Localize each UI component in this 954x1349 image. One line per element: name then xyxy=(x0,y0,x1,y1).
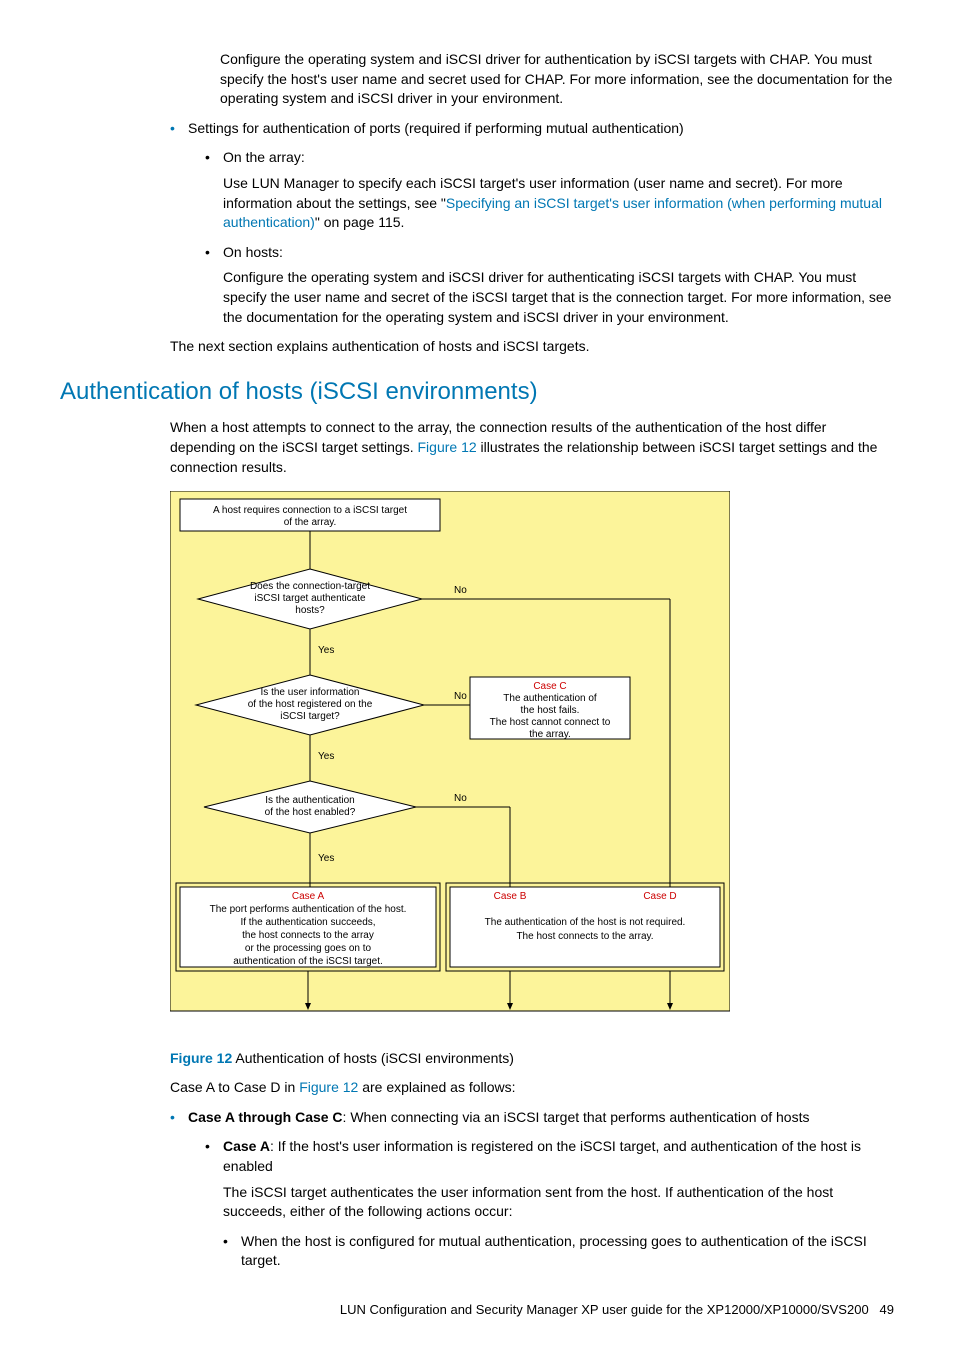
bullet-text: Settings for authentication of ports (re… xyxy=(188,119,894,139)
paragraph-case-a-detail: The iSCSI target authenticates the user … xyxy=(223,1183,894,1222)
svg-text:A host requires connection to: A host requires connection to a iSCSI ta… xyxy=(213,505,407,516)
svg-text:authentication of the iSCSI ta: authentication of the iSCSI target. xyxy=(233,956,383,967)
bullet-case-a-c: • Case A through Case C: When connecting… xyxy=(170,1108,894,1128)
svg-text:the host connects to the array: the host connects to the array xyxy=(242,930,374,941)
sub-bullet-on-array: • On the array: xyxy=(205,148,894,168)
bullet-icon: • xyxy=(170,119,188,139)
svg-text:the host fails.: the host fails. xyxy=(521,705,580,716)
svg-text:Does the connection-target: Does the connection-target xyxy=(250,581,370,592)
svg-text:of the host enabled?: of the host enabled? xyxy=(265,807,356,818)
svg-text:or the processing goes on to: or the processing goes on to xyxy=(245,943,372,954)
section-heading: Authentication of hosts (iSCSI environme… xyxy=(60,375,894,409)
svg-text:of the array.: of the array. xyxy=(284,517,337,528)
subsub-bullet-mutual: • When the host is configured for mutual… xyxy=(223,1232,894,1271)
text-bold: Case A xyxy=(223,1138,270,1154)
svg-text:Yes: Yes xyxy=(318,853,334,864)
sub-bullet-on-hosts: • On hosts: xyxy=(205,243,894,263)
paragraph-intro: When a host attempts to connect to the a… xyxy=(170,418,894,477)
text: When the host is configured for mutual a… xyxy=(241,1232,894,1271)
link-figure-12[interactable]: Figure 12 xyxy=(418,439,477,455)
svg-text:Case D: Case D xyxy=(643,891,676,902)
text-bold: Case A through Case C xyxy=(188,1109,343,1125)
text: are explained as follows: xyxy=(358,1079,515,1095)
figure-caption: Figure 12 Authentication of hosts (iSCSI… xyxy=(170,1049,894,1069)
svg-text:The port performs authenticati: The port performs authentication of the … xyxy=(210,904,407,915)
sub-bullet-case-a: • Case A: If the host's user information… xyxy=(205,1137,894,1176)
svg-text:Case C: Case C xyxy=(533,681,566,692)
footer-page: 49 xyxy=(880,1302,894,1317)
link-figure-12-b[interactable]: Figure 12 xyxy=(299,1079,358,1095)
paragraph-next-section: The next section explains authentication… xyxy=(170,337,894,357)
bullet-text: On hosts: xyxy=(223,243,894,263)
bullet-icon: • xyxy=(205,148,223,168)
svg-text:The host connects to the array: The host connects to the array. xyxy=(516,931,653,942)
figure-label: Figure 12 xyxy=(170,1050,232,1066)
text: The next section explains authentication… xyxy=(170,338,589,354)
bullet-icon: • xyxy=(205,243,223,263)
svg-text:Case A: Case A xyxy=(292,891,325,902)
footer-text: LUN Configuration and Security Manager X… xyxy=(340,1302,869,1317)
page-footer: LUN Configuration and Security Manager X… xyxy=(60,1301,894,1319)
bullet-settings-ports: • Settings for authentication of ports (… xyxy=(170,119,894,139)
svg-text:No: No xyxy=(454,691,467,702)
svg-text:No: No xyxy=(454,793,467,804)
bullet-icon: • xyxy=(223,1232,241,1271)
svg-text:Is the user information: Is the user information xyxy=(261,687,360,698)
text: The iSCSI target authenticates the user … xyxy=(223,1184,833,1220)
text: : If the host's user information is regi… xyxy=(223,1138,861,1174)
svg-text:Is the authentication: Is the authentication xyxy=(265,795,355,806)
svg-text:Yes: Yes xyxy=(318,751,334,762)
text: : When connecting via an iSCSI target th… xyxy=(343,1109,810,1125)
text: " on page 115. xyxy=(315,214,405,230)
svg-text:iSCSI target authenticate: iSCSI target authenticate xyxy=(254,593,366,604)
svg-text:The authentication of: The authentication of xyxy=(503,693,597,704)
svg-text:the array.: the array. xyxy=(529,729,571,740)
paragraph-on-hosts-detail: Configure the operating system and iSCSI… xyxy=(223,268,894,327)
svg-text:Case B: Case B xyxy=(494,891,527,902)
paragraph-on-array-detail: Use LUN Manager to specify each iSCSI ta… xyxy=(223,174,894,233)
svg-text:iSCSI target?: iSCSI target? xyxy=(280,711,340,722)
svg-text:If the authentication succeeds: If the authentication succeeds, xyxy=(240,917,375,928)
svg-text:No: No xyxy=(454,585,467,596)
paragraph-cases-intro: Case A to Case D in Figure 12 are explai… xyxy=(170,1078,894,1098)
bullet-text: On the array: xyxy=(223,148,894,168)
svg-text:The authentication of the host: The authentication of the host is not re… xyxy=(485,917,686,928)
paragraph-config-os: Configure the operating system and iSCSI… xyxy=(220,50,894,109)
text: Configure the operating system and iSCSI… xyxy=(223,269,891,324)
bullet-icon: • xyxy=(205,1137,223,1176)
flowchart-svg: A host requires connection to a iSCSI ta… xyxy=(170,491,730,1033)
svg-text:Yes: Yes xyxy=(318,645,334,656)
figure-title: Authentication of hosts (iSCSI environme… xyxy=(232,1050,514,1066)
text: Case A to Case D in xyxy=(170,1079,299,1095)
bullet-icon: • xyxy=(170,1108,188,1128)
flowchart-figure: A host requires connection to a iSCSI ta… xyxy=(170,491,894,1039)
svg-text:hosts?: hosts? xyxy=(295,605,325,616)
svg-text:The host cannot connect to: The host cannot connect to xyxy=(490,717,611,728)
svg-text:of the host registered on the: of the host registered on the xyxy=(248,699,373,710)
text: Configure the operating system and iSCSI… xyxy=(220,51,892,106)
